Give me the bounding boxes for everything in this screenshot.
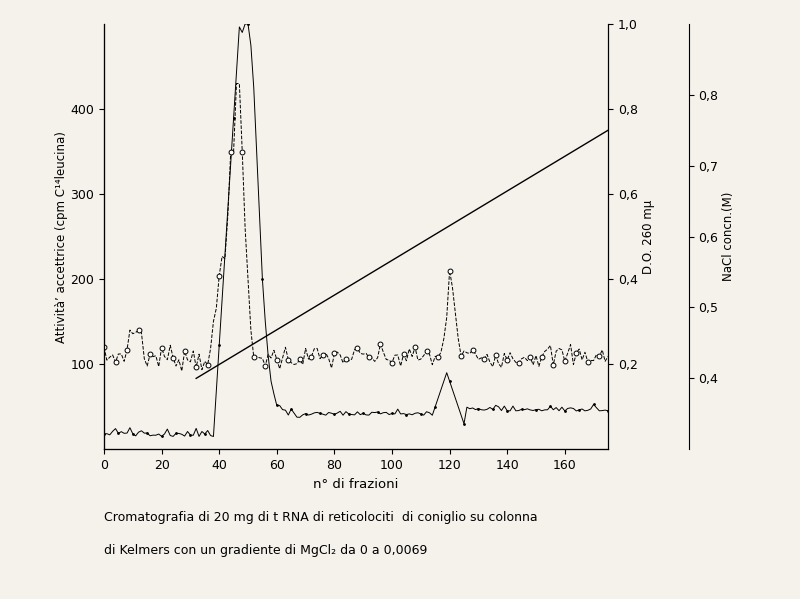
Y-axis label: NaCl concn.(M): NaCl concn.(M) [722, 192, 735, 282]
Text: Cromatografia di 20 mg di t RNA di reticolociti  di coniglio su colonna: Cromatografia di 20 mg di t RNA di retic… [104, 511, 538, 524]
Y-axis label: Attività’ accettrice (cpm C¹⁴leucina): Attività’ accettrice (cpm C¹⁴leucina) [54, 131, 68, 343]
Text: di Kelmers con un gradiente di MgCl₂ da 0 a 0,0069: di Kelmers con un gradiente di MgCl₂ da … [104, 544, 427, 557]
X-axis label: n° di frazioni: n° di frazioni [314, 477, 398, 491]
Y-axis label: D.O. 260 mμ: D.O. 260 mμ [642, 199, 655, 274]
